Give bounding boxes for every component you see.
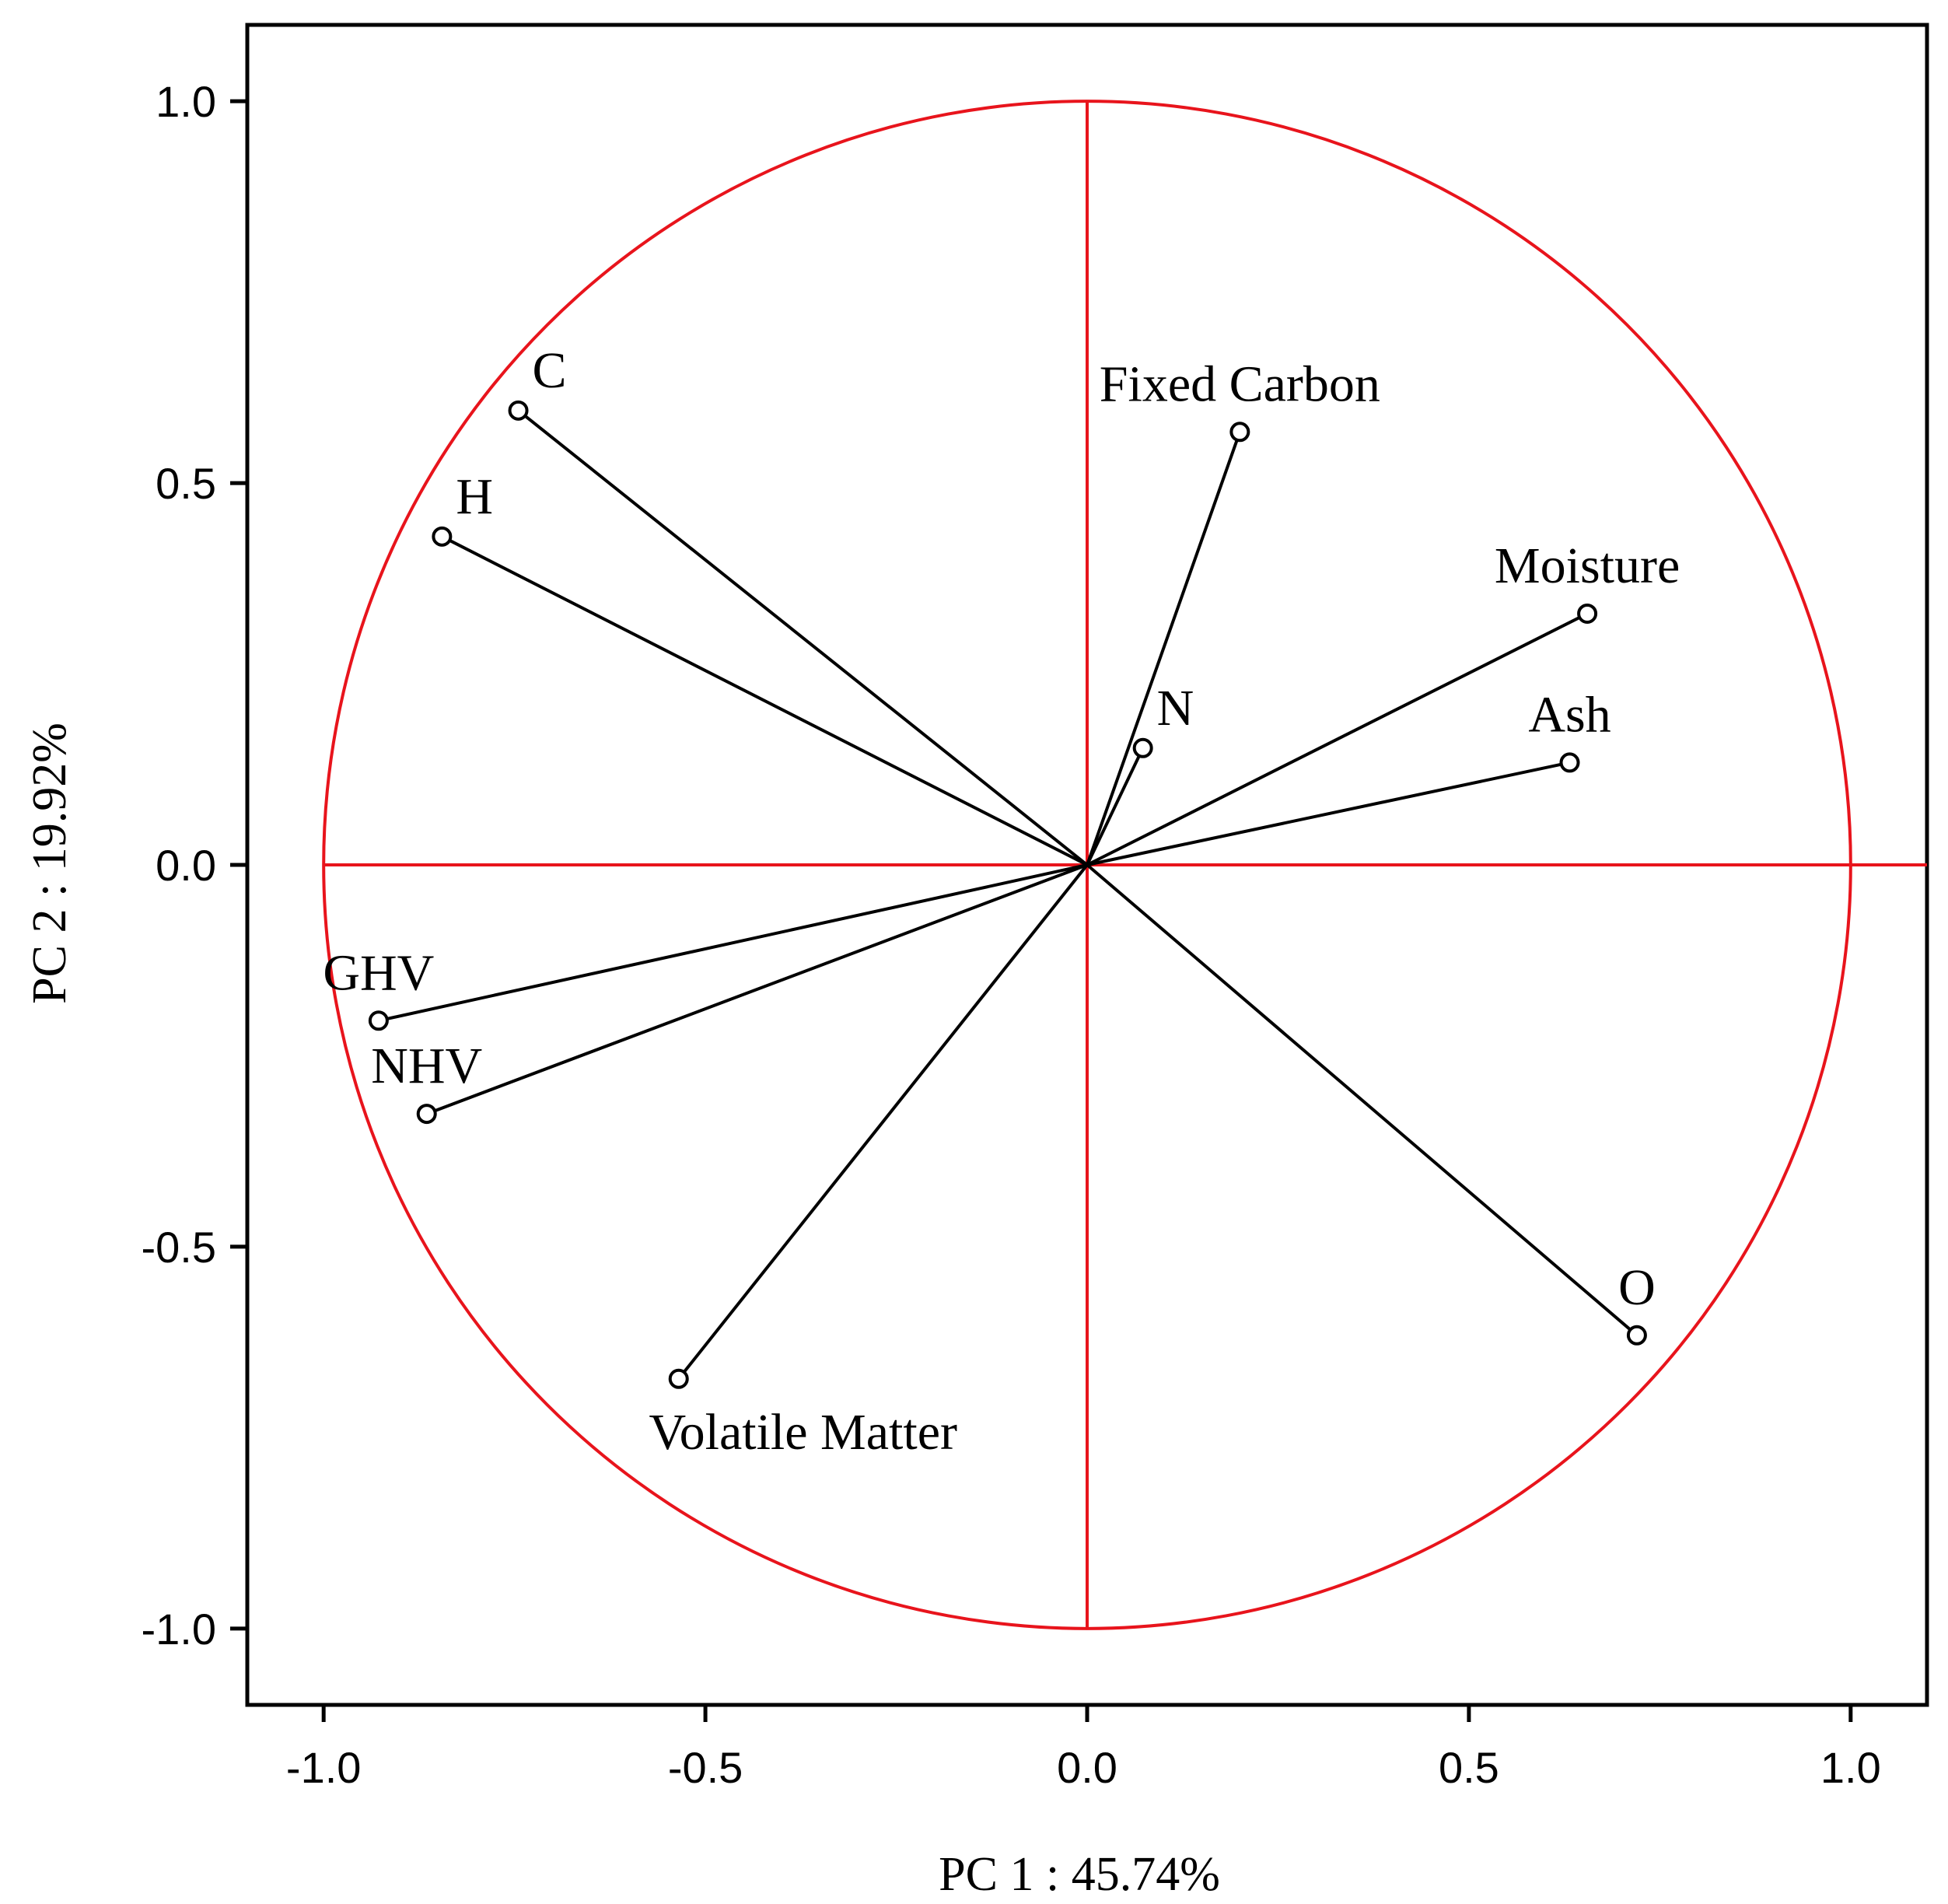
loading-point-moisture [1577, 603, 1598, 624]
variable-label-h: H [456, 468, 493, 525]
loading-point-h [432, 526, 453, 547]
loading-vector-h [441, 535, 1088, 866]
loading-point-volatile-matter [668, 1368, 689, 1389]
loading-vector-volatile-matter [677, 863, 1089, 1381]
loading-point-n [1132, 737, 1153, 758]
reference-layer [322, 100, 1927, 1630]
variable-label-ghv: GHV [323, 944, 434, 1001]
loading-vector-c [517, 409, 1089, 866]
y-tick-label: -0.5 [142, 1223, 217, 1272]
loading-point-c [508, 400, 529, 421]
loading-vector-ghv [378, 863, 1088, 1023]
loading-vector-ash [1086, 761, 1570, 866]
variable-label-nhv: NHV [371, 1038, 482, 1094]
variable-label-fixed-carbon: Fixed Carbon [1100, 355, 1380, 412]
loading-point-nhv [416, 1104, 437, 1125]
variable-label-volatile-matter: Volatile Matter [649, 1404, 957, 1461]
variable-label-moisture: Moisture [1495, 537, 1680, 594]
loading-vector-fixed-carbon [1086, 431, 1242, 866]
y-axis-title: PC 2 : 19.92% [23, 723, 76, 1004]
y-tick-label: 0.0 [156, 841, 216, 890]
loading-point-ash [1559, 752, 1580, 773]
x-tick-label: 1.0 [1820, 1743, 1881, 1792]
variable-label-o: O [1618, 1259, 1656, 1316]
vector-layer [368, 400, 1647, 1389]
variable-label-c: C [533, 342, 567, 399]
loading-point-o [1626, 1325, 1647, 1346]
loading-vector-n [1086, 747, 1145, 866]
x-tick-label: 0.0 [1057, 1743, 1117, 1792]
loading-vector-o [1086, 863, 1638, 1337]
loading-point-fixed-carbon [1229, 422, 1250, 443]
label-layer: C H Fixed Carbon Moisture N Ash GHV NHV Volatile… [323, 342, 1680, 1461]
loading-vector-nhv [426, 863, 1088, 1115]
x-tick-label: 0.5 [1439, 1743, 1499, 1792]
tick-layer: -1.0 -0.5 0.0 0.5 1.0 -1.0 -0.5 0.0 0.5 1.0 [142, 77, 1881, 1792]
x-tick-label: -0.5 [668, 1743, 743, 1792]
loading-point-ghv [368, 1010, 389, 1031]
y-tick-label: -1.0 [142, 1605, 217, 1654]
x-axis-title: PC 1 : 45.74% [939, 1848, 1220, 1901]
y-tick-label: 0.5 [156, 459, 216, 508]
variable-label-n: N [1157, 680, 1194, 737]
y-tick-label: 1.0 [156, 77, 216, 126]
x-tick-label: -1.0 [286, 1743, 362, 1792]
loading-vector-moisture [1086, 612, 1588, 866]
variable-label-ash: Ash [1528, 686, 1611, 743]
